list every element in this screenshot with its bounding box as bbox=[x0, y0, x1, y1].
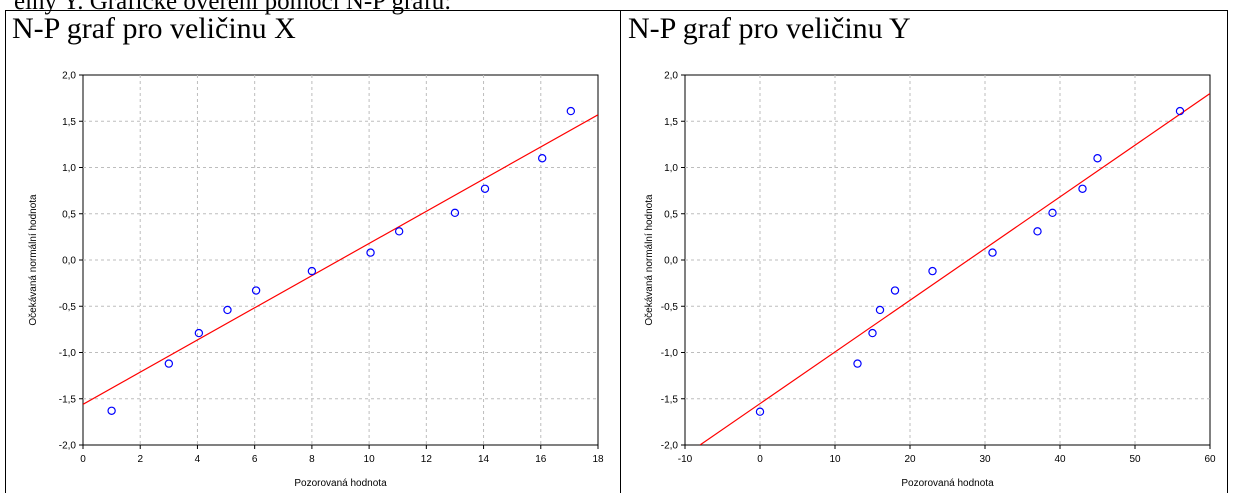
y-tick-label: 0,5 bbox=[62, 209, 76, 220]
y-axis-label: Očekávaná normální hodnota bbox=[644, 194, 655, 326]
x-tick-label: 4 bbox=[195, 454, 201, 465]
x-tick-label: 14 bbox=[478, 454, 490, 465]
data-point bbox=[538, 154, 547, 163]
data-point bbox=[164, 359, 174, 368]
data-point bbox=[194, 328, 204, 338]
data-point bbox=[307, 266, 317, 276]
data-point bbox=[875, 305, 885, 315]
data-point bbox=[1175, 106, 1185, 116]
data-point bbox=[988, 248, 997, 257]
y-tick-label: 0,5 bbox=[664, 209, 678, 220]
panel-title-x: N-P graf pro veličinu X bbox=[12, 12, 296, 45]
data-point bbox=[1033, 227, 1042, 236]
table-divider bbox=[620, 10, 621, 493]
data-point bbox=[1048, 208, 1057, 218]
data-point bbox=[223, 305, 232, 315]
data-point bbox=[868, 328, 877, 338]
data-point bbox=[366, 248, 375, 257]
x-tick-label: 8 bbox=[309, 454, 315, 465]
data-point bbox=[853, 359, 862, 368]
x-tick-label: -10 bbox=[678, 454, 693, 465]
fit-line bbox=[699, 93, 1210, 445]
data-point bbox=[1093, 154, 1102, 163]
y-tick-label: 0,0 bbox=[62, 256, 76, 267]
data-point bbox=[450, 208, 460, 218]
y-tick-label: 0,0 bbox=[664, 256, 678, 267]
y-tick-label: -1,0 bbox=[661, 348, 679, 359]
table-border-top bbox=[5, 10, 1228, 11]
y-tick-label: -2,0 bbox=[661, 441, 679, 452]
x-tick-label: 2 bbox=[137, 454, 143, 465]
data-point bbox=[890, 286, 900, 295]
x-tick-label: 10 bbox=[364, 454, 376, 465]
panel-title-y: N-P graf pro veličinu Y bbox=[628, 12, 911, 45]
x-tick-label: 0 bbox=[757, 454, 763, 465]
x-tick-label: 12 bbox=[421, 454, 433, 465]
x-tick-label: 30 bbox=[979, 454, 991, 465]
y-tick-label: 2,0 bbox=[664, 71, 678, 82]
fit-line bbox=[83, 114, 598, 405]
y-tick-label: -0,5 bbox=[59, 302, 77, 313]
y-axis-label: Očekávaná normální hodnota bbox=[28, 194, 39, 326]
y-tick-label: 1,5 bbox=[664, 117, 678, 128]
y-tick-label: -0,5 bbox=[661, 302, 679, 313]
table-border-left bbox=[5, 10, 6, 493]
y-tick-label: 1,0 bbox=[664, 163, 678, 174]
data-point bbox=[1078, 184, 1087, 193]
y-tick-label: -2,0 bbox=[59, 441, 77, 452]
data-point bbox=[566, 106, 576, 116]
y-tick-label: -1,0 bbox=[59, 348, 77, 359]
header-text: elny Y. Grafické ověření pomocí N-P graf… bbox=[14, 0, 452, 15]
y-tick-label: 1,5 bbox=[62, 117, 76, 128]
x-tick-label: 10 bbox=[829, 454, 841, 465]
data-point bbox=[107, 406, 116, 415]
data-point bbox=[394, 227, 404, 236]
y-tick-label: 1,0 bbox=[62, 163, 76, 174]
x-tick-label: 20 bbox=[904, 454, 916, 465]
data-point bbox=[928, 266, 937, 276]
x-tick-label: 18 bbox=[592, 454, 604, 465]
x-axis-label: Pozorovaná hodnota bbox=[901, 478, 994, 489]
x-tick-label: 50 bbox=[1129, 454, 1141, 465]
y-tick-label: 2,0 bbox=[62, 71, 76, 82]
x-axis-label: Pozorovaná hodnota bbox=[294, 478, 387, 489]
y-tick-label: -1,5 bbox=[661, 394, 679, 405]
x-tick-label: 60 bbox=[1204, 454, 1216, 465]
data-point bbox=[755, 407, 765, 416]
y-tick-label: -1,5 bbox=[59, 394, 77, 405]
table-border-right bbox=[1227, 10, 1228, 493]
x-tick-label: 16 bbox=[535, 454, 547, 465]
x-tick-label: 0 bbox=[80, 454, 86, 465]
data-point bbox=[480, 184, 490, 193]
data-point bbox=[251, 286, 261, 295]
x-tick-label: 40 bbox=[1054, 454, 1066, 465]
x-tick-label: 6 bbox=[252, 454, 258, 465]
